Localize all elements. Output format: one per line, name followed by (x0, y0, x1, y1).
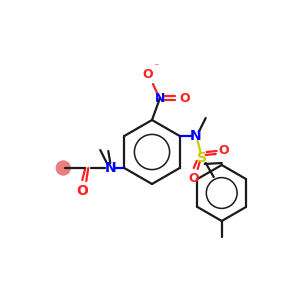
Circle shape (56, 161, 70, 175)
Text: N: N (155, 92, 165, 104)
Text: O: O (76, 184, 88, 198)
Text: N: N (104, 161, 116, 175)
Text: O: O (188, 172, 199, 185)
Text: ⁻: ⁻ (153, 62, 159, 72)
Text: O: O (180, 92, 190, 104)
Text: O: O (143, 68, 153, 80)
Text: N: N (190, 129, 202, 143)
Text: O: O (218, 143, 229, 157)
Text: S: S (197, 151, 207, 165)
